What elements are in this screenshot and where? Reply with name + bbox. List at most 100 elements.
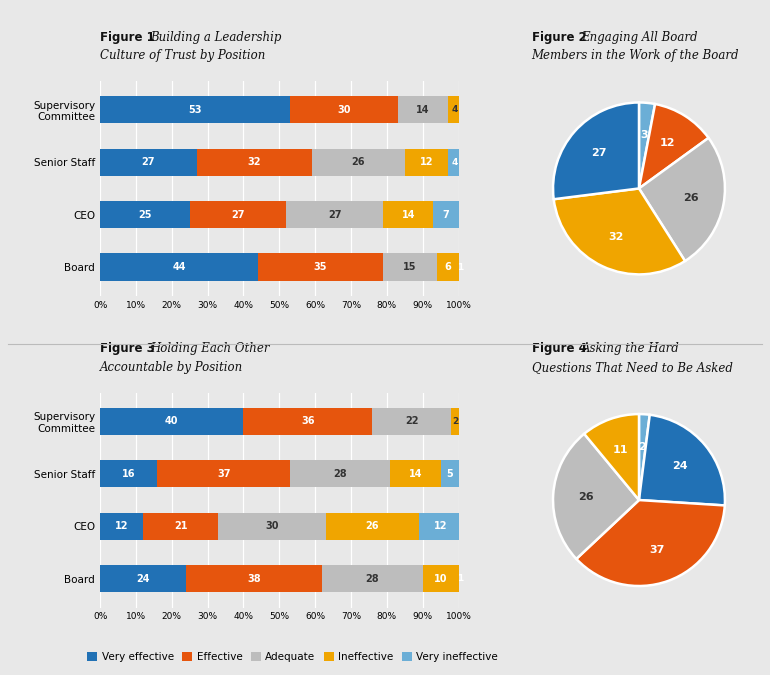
Text: 35: 35 [313,262,327,272]
Legend: Very effective, Effective, Adequate, Ineffective, Very ineffective: Very effective, Effective, Adequate, Ine… [83,648,502,666]
Text: 32: 32 [608,232,624,242]
Text: 28: 28 [366,574,380,584]
Text: 30: 30 [337,105,350,115]
Bar [197,148,312,176]
Text: 27: 27 [328,210,342,219]
Bar [437,253,458,281]
Bar [312,148,405,176]
Bar [434,201,458,228]
Text: 30: 30 [266,521,279,531]
Wedge shape [576,500,725,586]
Bar [440,460,458,487]
Bar [405,148,448,176]
Text: 26: 26 [578,491,594,502]
Text: 25: 25 [138,210,152,219]
Wedge shape [639,414,650,500]
Bar [100,253,258,281]
Wedge shape [639,414,725,506]
Bar [243,408,373,435]
Text: 44: 44 [172,262,186,272]
Text: 2: 2 [638,442,646,452]
Bar [286,201,383,228]
Text: Holding Each Other: Holding Each Other [150,342,270,356]
Text: 36: 36 [301,416,315,427]
Bar [383,253,437,281]
Text: 2: 2 [452,417,458,426]
Text: 14: 14 [416,105,430,115]
Bar [373,408,451,435]
Text: 38: 38 [247,574,261,584]
Bar [100,565,186,592]
Bar [383,201,434,228]
Bar [390,460,440,487]
Wedge shape [639,138,725,261]
Text: 37: 37 [649,545,665,556]
Text: Accountable by Position: Accountable by Position [100,360,243,374]
Text: 5: 5 [446,469,453,479]
Bar [326,512,419,540]
Text: 24: 24 [136,574,150,584]
Bar [100,201,189,228]
Text: Figure 4: Figure 4 [531,342,591,356]
Bar [143,512,219,540]
Text: 11: 11 [613,445,628,455]
Bar [258,253,383,281]
Text: 26: 26 [351,157,365,167]
Text: 22: 22 [405,416,419,427]
Text: 40: 40 [165,416,179,427]
Text: 26: 26 [684,194,699,203]
Wedge shape [553,103,639,199]
Bar [419,512,462,540]
Text: 6: 6 [444,262,451,272]
Text: 53: 53 [189,105,202,115]
Text: 4: 4 [452,105,458,114]
Text: Engaging All Board: Engaging All Board [581,31,698,44]
Bar [157,460,290,487]
Text: Figure 3: Figure 3 [100,342,159,356]
Wedge shape [584,414,639,500]
Bar [100,408,243,435]
Bar [100,148,197,176]
Wedge shape [639,103,655,188]
Text: 1: 1 [457,574,464,583]
Text: 12: 12 [115,521,129,531]
Bar [100,460,157,487]
Text: Asking the Hard: Asking the Hard [581,342,679,356]
Bar [458,565,462,592]
Text: 28: 28 [333,469,347,479]
Bar [100,512,143,540]
Bar [423,565,458,592]
Text: Culture of Trust by Position: Culture of Trust by Position [100,49,266,62]
Text: Figure 1: Figure 1 [100,31,159,44]
Text: 12: 12 [420,157,433,167]
Text: 27: 27 [591,148,607,158]
Text: 14: 14 [409,469,422,479]
Bar [451,408,458,435]
Text: 32: 32 [247,157,261,167]
Text: 3: 3 [640,130,648,140]
Wedge shape [554,188,685,275]
Text: 21: 21 [174,521,187,531]
Text: 7: 7 [443,210,450,219]
Text: 15: 15 [403,262,417,272]
Bar [290,97,397,124]
Text: 37: 37 [217,469,230,479]
Bar [100,97,290,124]
Bar [186,565,323,592]
Text: Questions That Need to Be Asked: Questions That Need to Be Asked [531,360,732,374]
Wedge shape [639,104,708,188]
Text: 14: 14 [402,210,415,219]
Text: Building a Leadership: Building a Leadership [150,31,281,44]
Bar [323,565,423,592]
Bar [189,201,286,228]
Bar [290,460,390,487]
Wedge shape [553,434,639,559]
Text: 16: 16 [122,469,136,479]
Text: 27: 27 [142,157,156,167]
Bar [458,253,462,281]
Bar [448,148,462,176]
Text: 1: 1 [457,263,464,271]
Text: Members in the Work of the Board: Members in the Work of the Board [531,49,739,62]
Text: 12: 12 [434,521,447,531]
Text: 12: 12 [660,138,675,148]
